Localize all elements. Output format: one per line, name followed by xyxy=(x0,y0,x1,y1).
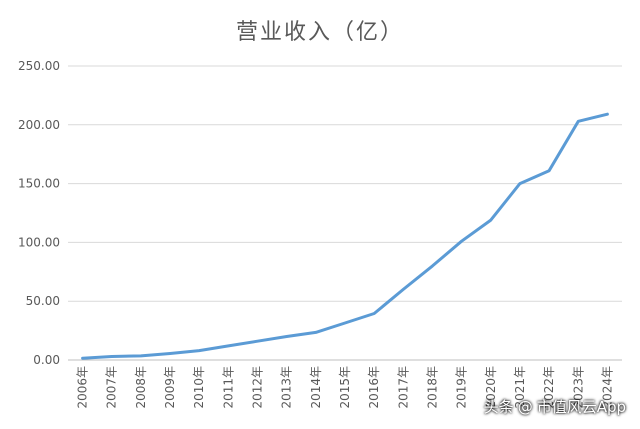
x-tick-label: 2013年 xyxy=(280,366,294,409)
x-tick-label: 2017年 xyxy=(396,366,410,409)
y-tick-label: 0.00 xyxy=(33,353,60,367)
x-tick-label: 2007年 xyxy=(105,366,119,409)
series-line xyxy=(81,112,609,360)
x-tick-label: 2023年 xyxy=(571,366,585,409)
x-tick-label: 2015年 xyxy=(338,366,352,409)
watermark-name: 市值风云App xyxy=(536,398,626,416)
x-tick-label: 2024年 xyxy=(600,366,614,409)
y-tick-label: 150.00 xyxy=(18,177,60,191)
watermark-prefix: 头条 xyxy=(483,398,514,416)
watermark: 头条 @ 市值风云App xyxy=(484,396,626,417)
x-tick-label: 2019年 xyxy=(455,366,469,409)
y-tick-label: 100.00 xyxy=(18,235,60,249)
x-tick-label: 2020年 xyxy=(484,366,498,409)
x-tick-label: 2006年 xyxy=(76,366,90,409)
x-tick-label: 2018年 xyxy=(425,366,439,409)
x-tick-label: 2012年 xyxy=(251,366,265,409)
x-tick-label: 2016年 xyxy=(367,366,381,409)
x-tick-label: 2009年 xyxy=(163,366,177,409)
y-tick-label: 50.00 xyxy=(26,294,60,308)
x-tick-label: 2014年 xyxy=(309,366,323,409)
x-tick-label: 2021年 xyxy=(513,366,527,409)
y-tick-label: 200.00 xyxy=(18,118,60,132)
x-tick-label: 2008年 xyxy=(134,366,148,409)
x-tick-label: 2011年 xyxy=(221,366,235,409)
x-tick-label: 2010年 xyxy=(192,366,206,409)
y-tick-label: 250.00 xyxy=(18,59,60,73)
x-tick-label: 2022年 xyxy=(542,366,556,409)
chart-title: 营业收入（亿） xyxy=(235,20,404,45)
watermark-at: @ xyxy=(517,398,533,416)
